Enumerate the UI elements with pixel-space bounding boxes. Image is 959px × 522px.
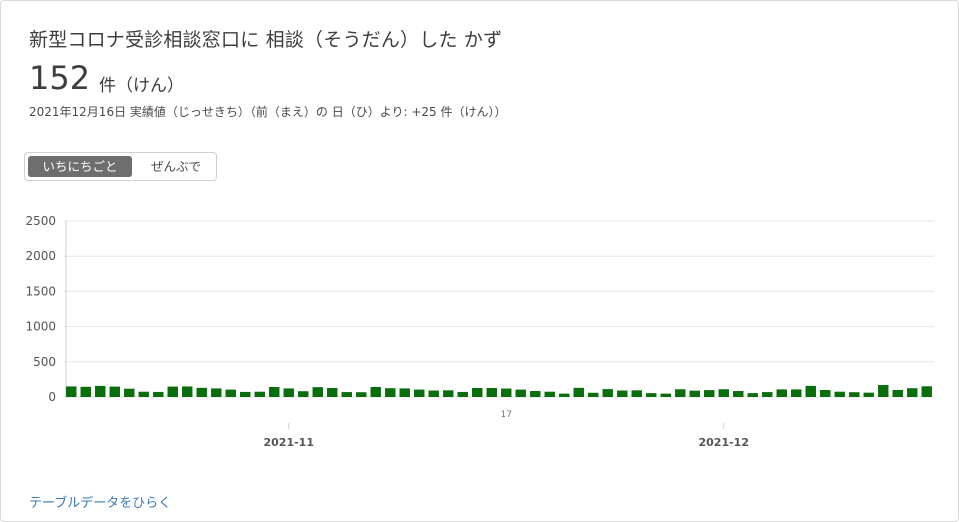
data-bar	[327, 387, 338, 397]
data-bar	[269, 387, 280, 397]
data-bar	[689, 390, 700, 397]
data-bar	[428, 390, 439, 397]
data-bar	[341, 392, 352, 397]
data-bar	[138, 391, 149, 397]
data-bar	[457, 391, 468, 397]
data-bar	[747, 393, 758, 397]
y-tick-label: 2500	[25, 214, 56, 228]
daily-bar-chart: 0 500 1000 1500 2000 2500 2021-11 2021-12 17	[25, 214, 934, 449]
date-and-delta: 2021年12月16日 実績値（じっせきち）（前（まえ）の 日（ひ）より: +2…	[29, 105, 507, 119]
data-bar	[530, 391, 541, 397]
count-unit: 件（けん）	[99, 76, 184, 96]
y-tick-label: 1000	[25, 320, 56, 334]
data-bar	[791, 389, 802, 397]
x-month-label: 2021-12	[699, 436, 750, 449]
data-bar	[544, 391, 555, 397]
card-title: 新型コロナ受診相談窓口に 相談（そうだん）した かず	[29, 29, 503, 51]
data-bar	[718, 389, 729, 397]
data-bar	[124, 388, 135, 397]
x-day-label: 17	[501, 410, 512, 420]
y-tick-label: 1500	[25, 284, 56, 298]
data-bar	[617, 390, 628, 397]
data-bar	[921, 386, 932, 397]
data-bar	[254, 391, 265, 397]
data-bar	[312, 387, 323, 397]
data-bar	[182, 386, 193, 397]
data-bar	[907, 388, 918, 397]
data-bar	[573, 387, 584, 397]
data-bar	[675, 389, 686, 397]
open-table-link[interactable]: テーブルデータをひらく	[29, 496, 172, 511]
data-bar	[153, 391, 164, 397]
data-bar	[602, 389, 613, 397]
data-bar	[733, 391, 744, 397]
data-bar	[559, 393, 570, 397]
data-bar	[211, 388, 222, 397]
data-bar	[704, 390, 715, 397]
data-bar	[849, 392, 860, 397]
view-toggle: いちにちごと ぜんぶで	[24, 152, 217, 181]
y-tick-label: 500	[33, 355, 56, 369]
data-bar	[66, 386, 77, 397]
data-bar	[298, 391, 309, 397]
data-bar	[109, 386, 120, 397]
y-tick-label: 0	[48, 390, 56, 404]
data-bar	[356, 392, 367, 397]
data-bar	[196, 387, 207, 397]
data-bar	[167, 386, 178, 397]
data-bar	[820, 389, 831, 397]
data-bar	[631, 390, 642, 397]
data-bar	[776, 389, 787, 397]
data-bar	[486, 387, 497, 397]
data-bar	[472, 387, 483, 397]
data-bar	[370, 387, 381, 397]
data-bar	[225, 389, 236, 397]
data-bar	[95, 385, 106, 397]
data-bar	[501, 388, 512, 397]
data-bar	[863, 392, 874, 397]
data-bar	[805, 385, 816, 397]
data-bar	[414, 389, 425, 397]
data-bar	[660, 393, 671, 397]
data-bar	[762, 392, 773, 397]
data-bar	[834, 391, 845, 397]
x-month-label: 2021-11	[264, 436, 315, 449]
data-bar	[646, 393, 657, 397]
y-tick-label: 2000	[25, 249, 56, 263]
data-bar	[399, 388, 410, 397]
data-bar	[878, 385, 889, 397]
data-bar	[515, 389, 526, 397]
data-bar	[80, 386, 91, 397]
current-count: 152	[29, 59, 91, 97]
data-bar	[283, 388, 294, 397]
data-bar	[240, 391, 251, 397]
toggle-daily-button[interactable]: いちにちごと	[28, 156, 132, 177]
data-bar	[588, 392, 599, 397]
toggle-total-button[interactable]: ぜんぶで	[150, 159, 201, 174]
data-bar	[892, 389, 903, 397]
data-bar	[443, 390, 454, 397]
data-bar	[385, 388, 396, 397]
